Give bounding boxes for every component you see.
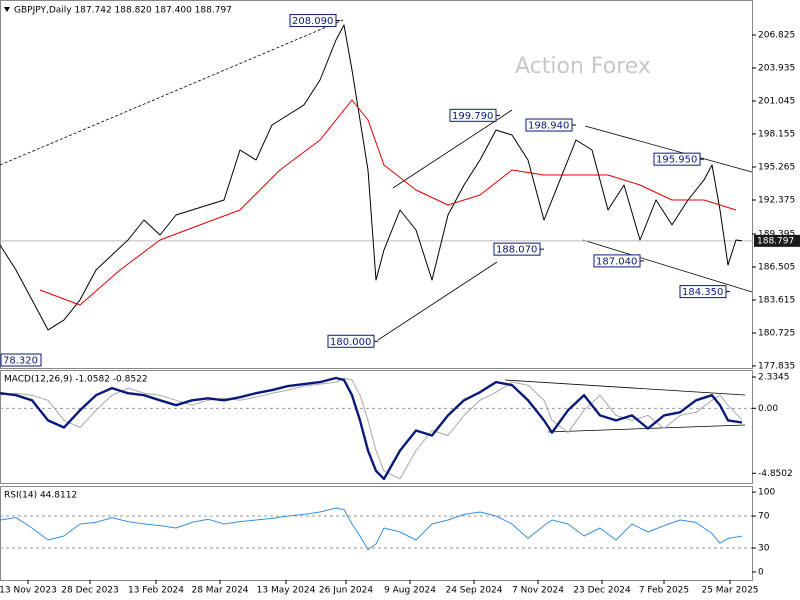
annotation-label: 187.040 — [596, 256, 637, 267]
rsi-panel — [0, 486, 753, 581]
trend-lines — [0, 19, 753, 433]
chart-title: GBPJPY,Daily 187.742 188.820 187.400 188… — [14, 6, 232, 16]
annotation-box — [0, 353, 42, 367]
x-tick-label: 28 Mar 2024 — [191, 586, 248, 596]
price-annotation: 198.940 — [525, 118, 576, 132]
watermark: Action Forex — [515, 54, 651, 79]
annotation-box — [327, 334, 375, 348]
y-tick-label: 70 — [758, 512, 770, 522]
y-tick-label: 180.725 — [758, 329, 795, 339]
x-tick-label: 13 Nov 2023 — [0, 586, 57, 596]
price-annotation: 187.040 — [593, 254, 644, 268]
annotation-box — [525, 118, 573, 132]
x-tick-label: 23 Dec 2024 — [573, 586, 631, 596]
annotation-label: 208.090 — [292, 16, 333, 27]
annotation-label: 78.320 — [3, 356, 38, 367]
series-line — [0, 507, 743, 551]
annotation-box — [493, 242, 541, 256]
y-tick-label: 192.375 — [758, 195, 795, 205]
y-tick-label: 201.045 — [758, 96, 795, 106]
annotation-box — [289, 14, 337, 28]
series-line — [0, 376, 743, 481]
price-annotation: 188.070 — [493, 242, 544, 256]
annotation-label: 198.940 — [528, 121, 569, 132]
y-tick-label: 100 — [758, 488, 775, 498]
last-price-label: 188.797 — [757, 236, 794, 246]
menu-arrow — [4, 7, 10, 12]
y-tick-label: 2.3345 — [758, 373, 790, 383]
annotation-box — [653, 152, 701, 166]
x-tick-label: 9 Aug 2024 — [384, 586, 436, 596]
price-annotation: 184.350 — [679, 285, 730, 299]
y-tick-label: 186.505 — [758, 263, 795, 273]
price-annotation: 180.000 — [327, 334, 378, 348]
x-tick-label: 28 Dec 2023 — [61, 586, 119, 596]
macd-panel — [0, 370, 753, 484]
annotation-box — [593, 254, 641, 268]
y-tick-label: 189.395 — [758, 230, 795, 240]
x-tick-label: 24 Sep 2024 — [445, 586, 502, 596]
y-tick-label: 183.615 — [758, 296, 795, 306]
y-tick-label: 0 — [758, 567, 764, 577]
rsi-title: RSI(14) 44.8112 — [4, 491, 77, 501]
x-tick-label: 26 Jun 2024 — [319, 586, 373, 596]
annotation-box — [679, 285, 727, 299]
price-annotation: 199.790 — [449, 108, 500, 122]
x-tick-label: 7 Nov 2024 — [512, 586, 564, 596]
macd-title: MACD(12,26,9) -1.0582 -0.8522 — [4, 375, 148, 385]
y-tick-label: 0.00 — [758, 404, 778, 414]
x-tick-label: 7 Feb 2025 — [639, 586, 689, 596]
price-annotation: 78.320 — [0, 353, 42, 367]
last-price-box — [754, 234, 800, 247]
series-line — [39, 99, 737, 306]
y-tick-label: 177.835 — [758, 362, 795, 372]
price-panel — [0, 0, 753, 369]
y-tick-label: 195.265 — [758, 162, 795, 172]
y-tick-label: -4.8502 — [758, 469, 793, 479]
annotation-label: 199.790 — [452, 111, 493, 122]
y-tick-label: 30 — [758, 543, 770, 553]
price-annotation: 208.090 — [289, 14, 340, 28]
y-tick-label: 198.155 — [758, 129, 795, 139]
x-tick-label: 25 Mar 2025 — [701, 586, 758, 596]
y-tick-label: 206.825 — [758, 30, 795, 40]
price-annotation: 195.950 — [653, 152, 704, 166]
annotation-box — [449, 108, 497, 122]
x-tick-label: 13 Feb 2024 — [128, 586, 184, 596]
x-tick-label: 13 May 2024 — [257, 586, 316, 596]
annotation-label: 180.000 — [330, 337, 371, 348]
annotation-label: 188.070 — [496, 245, 537, 256]
series-line — [0, 24, 743, 331]
y-tick-label: 203.935 — [758, 63, 795, 73]
annotation-label: 184.350 — [682, 287, 723, 298]
annotation-label: 195.950 — [656, 155, 697, 166]
